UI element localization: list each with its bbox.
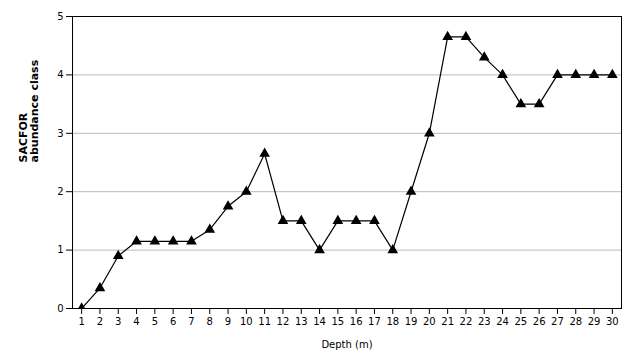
svg-text:19: 19 [405, 316, 418, 327]
svg-text:18: 18 [386, 316, 399, 327]
svg-text:26: 26 [533, 316, 546, 327]
svg-text:8: 8 [207, 316, 213, 327]
svg-text:12: 12 [277, 316, 290, 327]
svg-text:23: 23 [478, 316, 491, 327]
svg-text:15: 15 [331, 316, 344, 327]
svg-text:7: 7 [188, 316, 194, 327]
svg-text:10: 10 [240, 316, 253, 327]
svg-text:3: 3 [57, 128, 63, 139]
svg-text:14: 14 [313, 316, 326, 327]
svg-text:2: 2 [97, 316, 103, 327]
svg-text:21: 21 [441, 316, 454, 327]
svg-text:20: 20 [423, 316, 436, 327]
svg-text:28: 28 [569, 316, 582, 327]
svg-text:16: 16 [350, 316, 363, 327]
svg-text:1: 1 [57, 244, 63, 255]
svg-text:9: 9 [225, 316, 231, 327]
svg-text:25: 25 [514, 316, 527, 327]
svg-text:Depth (m): Depth (m) [321, 339, 372, 350]
svg-text:0: 0 [57, 303, 63, 314]
svg-text:29: 29 [588, 316, 601, 327]
svg-text:1: 1 [78, 316, 84, 327]
svg-text:27: 27 [551, 316, 564, 327]
svg-text:5: 5 [152, 316, 158, 327]
svg-text:13: 13 [295, 316, 308, 327]
svg-text:3: 3 [115, 316, 121, 327]
svg-text:17: 17 [368, 316, 381, 327]
svg-text:4: 4 [57, 69, 63, 80]
svg-text:SACFORabundance class: SACFORabundance class [17, 59, 41, 162]
svg-text:30: 30 [606, 316, 619, 327]
svg-text:11: 11 [258, 316, 271, 327]
svg-text:22: 22 [460, 316, 473, 327]
svg-text:24: 24 [496, 316, 509, 327]
svg-text:4: 4 [133, 316, 139, 327]
svg-text:2: 2 [57, 186, 63, 197]
svg-text:5: 5 [57, 11, 63, 22]
svg-text:6: 6 [170, 316, 176, 327]
